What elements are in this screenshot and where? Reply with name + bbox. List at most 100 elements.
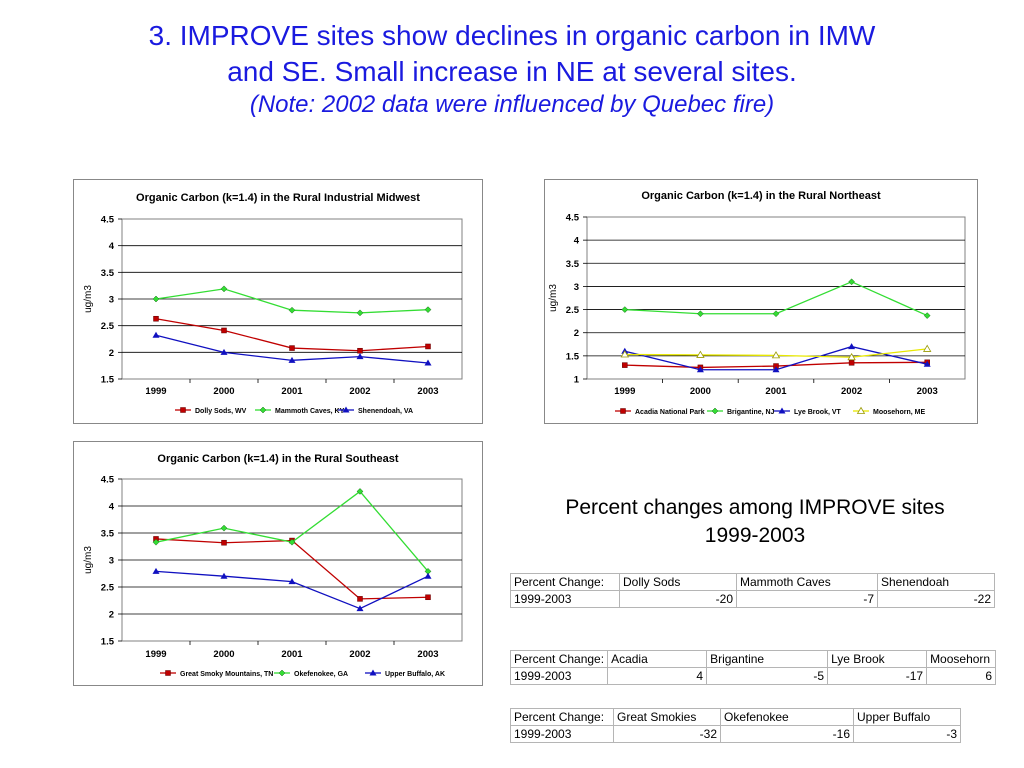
series-1 <box>152 488 432 575</box>
percent-change-heading-line-1: Percent changes among IMPROVE sites <box>565 496 945 519</box>
legend-label: Mammoth Caves, KY <box>275 408 345 415</box>
table-cell: -20 <box>619 590 737 608</box>
y-tick-label: 3.5 <box>101 529 115 540</box>
y-tick-label: 1 <box>574 375 580 386</box>
legend-marker <box>369 669 377 676</box>
x-tick-label: 2002 <box>349 386 370 397</box>
legend-entry: Brigantine, NJ <box>707 407 775 416</box>
table-cell: Great Smokies <box>613 708 721 726</box>
y-tick-label: 4 <box>109 502 115 513</box>
table-cell: -17 <box>827 667 928 685</box>
x-tick-label: 2000 <box>213 649 234 660</box>
legend-entry: Lye Brook, VT <box>774 407 842 416</box>
chart-title: Organic Carbon (k=1.4) in the Rural Nort… <box>641 190 881 202</box>
table-cell: Moosehorn <box>926 650 997 668</box>
table-cell: Dolly Sods <box>619 573 737 591</box>
data-point <box>424 359 432 366</box>
legend-entry: Upper Buffalo, AK <box>365 669 445 678</box>
percent-table-northeast: Percent Change: Acadia Brigantine Lye Br… <box>509 650 997 685</box>
legend-marker <box>342 406 350 413</box>
data-point <box>288 356 296 363</box>
table-header-row: Percent Change: Dolly Sods Mammoth Caves… <box>510 573 995 591</box>
y-tick-label: 2 <box>109 348 114 359</box>
y-tick-label: 1.5 <box>101 375 115 386</box>
data-point <box>221 327 227 334</box>
data-point <box>425 343 431 350</box>
y-tick-label: 2.5 <box>101 583 115 594</box>
legend-marker <box>778 407 786 414</box>
table-cell: Upper Buffalo <box>853 708 961 726</box>
table-row: 1999-2003 -32 -16 -3 <box>510 725 961 743</box>
table-cell: Percent Change: <box>510 573 620 591</box>
series-1 <box>621 278 931 319</box>
data-point <box>153 315 159 322</box>
legend-label: Great Smoky Mountains, TN <box>180 671 273 678</box>
y-tick-label: 1.5 <box>101 637 115 648</box>
table-row: 1999-2003 -20 -7 -22 <box>510 590 995 608</box>
legend-label: Shenendoah, VA <box>358 408 413 415</box>
table-cell: -7 <box>736 590 878 608</box>
table-cell: Lye Brook <box>827 650 928 668</box>
data-point <box>152 538 160 546</box>
data-point <box>220 348 228 355</box>
legend-marker <box>180 407 186 413</box>
title-line-1: 3. IMPROVE sites show declines in organi… <box>148 20 876 51</box>
data-point <box>288 306 296 314</box>
table-cell: -5 <box>706 667 829 685</box>
series-2 <box>152 331 432 366</box>
y-tick-label: 3.5 <box>101 268 115 279</box>
percent-table-southeast: Percent Change: Great Smokies Okefenokee… <box>510 708 961 743</box>
data-point <box>772 366 780 373</box>
data-point <box>425 594 431 601</box>
chart-midwest-svg: Organic Carbon (k=1.4) in the Rural Indu… <box>83 192 463 415</box>
table-cell: Brigantine <box>706 650 829 668</box>
y-tick-label: 2 <box>109 610 114 621</box>
y-tick-label: 2 <box>574 328 579 339</box>
percent-change-heading-line-2: 1999-2003 <box>704 524 806 547</box>
chart-midwest: Organic Carbon (k=1.4) in the Rural Indu… <box>73 179 483 424</box>
x-tick-label: 2003 <box>917 386 938 397</box>
series-1 <box>152 285 432 317</box>
legend-label: Moosehorn, ME <box>873 409 925 416</box>
table-header-row: Percent Change: Great Smokies Okefenokee… <box>510 708 961 726</box>
legend-label: Dolly Sods, WV <box>195 408 247 415</box>
x-tick-label: 2002 <box>841 386 862 397</box>
table-cell: -32 <box>613 725 721 743</box>
data-point <box>923 312 931 319</box>
y-tick-label: 3 <box>109 556 114 567</box>
legend-label: Brigantine, NJ <box>727 409 775 416</box>
slide-title: 3. IMPROVE sites show declines in organi… <box>0 18 1024 120</box>
data-point <box>221 539 227 546</box>
data-point <box>848 343 856 350</box>
data-point <box>356 309 364 317</box>
chart-northeast: Organic Carbon (k=1.4) in the Rural Nort… <box>544 179 978 424</box>
data-point <box>696 350 705 358</box>
legend-entry: Moosehorn, ME <box>853 406 925 416</box>
table-cell: Percent Change: <box>510 708 614 726</box>
table-cell: 6 <box>926 667 997 685</box>
data-point <box>848 360 855 366</box>
legend-entry: Dolly Sods, WV <box>175 407 247 415</box>
legend-label: Upper Buffalo, AK <box>385 671 445 678</box>
series-2 <box>621 343 931 373</box>
data-point <box>220 572 228 579</box>
data-point <box>357 347 363 354</box>
x-tick-label: 2001 <box>281 649 303 660</box>
data-point <box>356 353 364 360</box>
table-cell: 1999-2003 <box>509 667 609 685</box>
data-point <box>923 360 931 367</box>
table-cell: Shenendoah <box>877 573 995 591</box>
percent-change-heading: Percent changes among IMPROVE sites 1999… <box>508 494 1002 550</box>
x-tick-label: 2003 <box>417 649 438 660</box>
data-point <box>152 295 160 303</box>
x-tick-label: 1999 <box>145 649 166 660</box>
data-point <box>288 578 296 585</box>
chart-southeast-svg: Organic Carbon (k=1.4) in the Rural Sout… <box>83 453 463 678</box>
percent-table-midwest: Percent Change: Dolly Sods Mammoth Caves… <box>510 573 995 608</box>
table-cell: -3 <box>853 725 961 743</box>
data-point <box>847 352 856 361</box>
legend-entry: Mammoth Caves, KY <box>255 406 345 415</box>
x-tick-label: 2003 <box>417 386 438 397</box>
data-point <box>696 366 704 373</box>
table-cell: 1999-2003 <box>510 590 620 608</box>
